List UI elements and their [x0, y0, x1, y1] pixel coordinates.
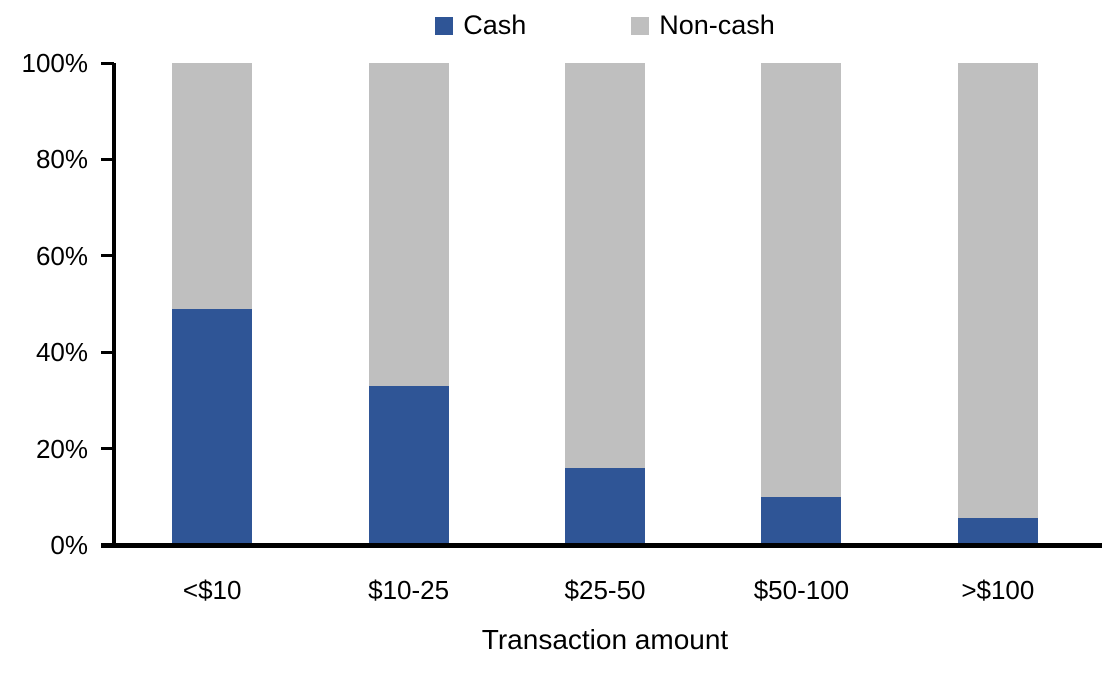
cash-segment	[565, 467, 646, 545]
y-axis-tick	[101, 158, 114, 161]
non-cash-segment	[172, 63, 253, 309]
y-axis-tick-label: 80%	[35, 144, 88, 174]
x-axis-labels: <$10 $10-25 $25-50 $50-100 >$100	[114, 576, 1096, 605]
cash-legend-label: Cash	[463, 10, 527, 40]
x-axis-tick-label: $25-50	[564, 575, 646, 605]
y-axis-tick-label: 100%	[21, 48, 89, 78]
cash-segment	[368, 385, 449, 545]
y-axis-tick	[101, 254, 114, 257]
x-axis-tick-label: $50-100	[753, 575, 850, 605]
bar-$25-50	[565, 63, 646, 545]
cash-segment	[761, 496, 842, 545]
x-axis-line	[101, 543, 1102, 548]
x-axis-tick-label: >$100	[961, 575, 1035, 605]
cash-segment	[172, 308, 253, 545]
bar-slot	[703, 63, 899, 545]
bar-slot	[900, 63, 1096, 545]
y-axis-tick	[101, 62, 114, 65]
x-axis-tick-label: $10-25	[368, 575, 450, 605]
cash-legend-swatch-icon	[435, 16, 454, 35]
non-cash-segment	[761, 63, 842, 497]
bar-slot	[114, 63, 310, 545]
bar-slot	[507, 63, 703, 545]
non-cash-segment	[565, 63, 646, 468]
bar->$100	[957, 63, 1038, 545]
non-cash-legend-label: Non-cash	[659, 10, 775, 40]
y-axis-tick	[101, 447, 114, 450]
non-cash-segment	[957, 63, 1038, 519]
bar-slot	[310, 63, 506, 545]
y-axis-tick-label: 60%	[35, 241, 88, 271]
non-cash-segment	[368, 63, 449, 386]
y-axis-tick	[101, 351, 114, 354]
non-cash-legend-swatch-icon	[631, 16, 650, 35]
legend-item-non-cash: Non-cash	[631, 12, 775, 39]
legend-item-cash: Cash	[435, 12, 526, 39]
legend: Cash Non-cash	[114, 12, 1096, 39]
y-axis-line	[112, 63, 116, 545]
bar-$10-25	[368, 63, 449, 545]
bar-$50-100	[761, 63, 842, 545]
y-axis-tick-label: 40%	[35, 337, 88, 367]
x-axis-title: Transaction amount	[481, 624, 729, 655]
x-axis-tick-label: <$10	[182, 575, 242, 605]
y-axis-tick-label: 0%	[50, 530, 88, 560]
plot-area	[114, 63, 1096, 545]
cash-segment	[957, 518, 1038, 545]
bar-<$10	[172, 63, 253, 545]
y-axis-tick-label: 20%	[35, 434, 88, 464]
